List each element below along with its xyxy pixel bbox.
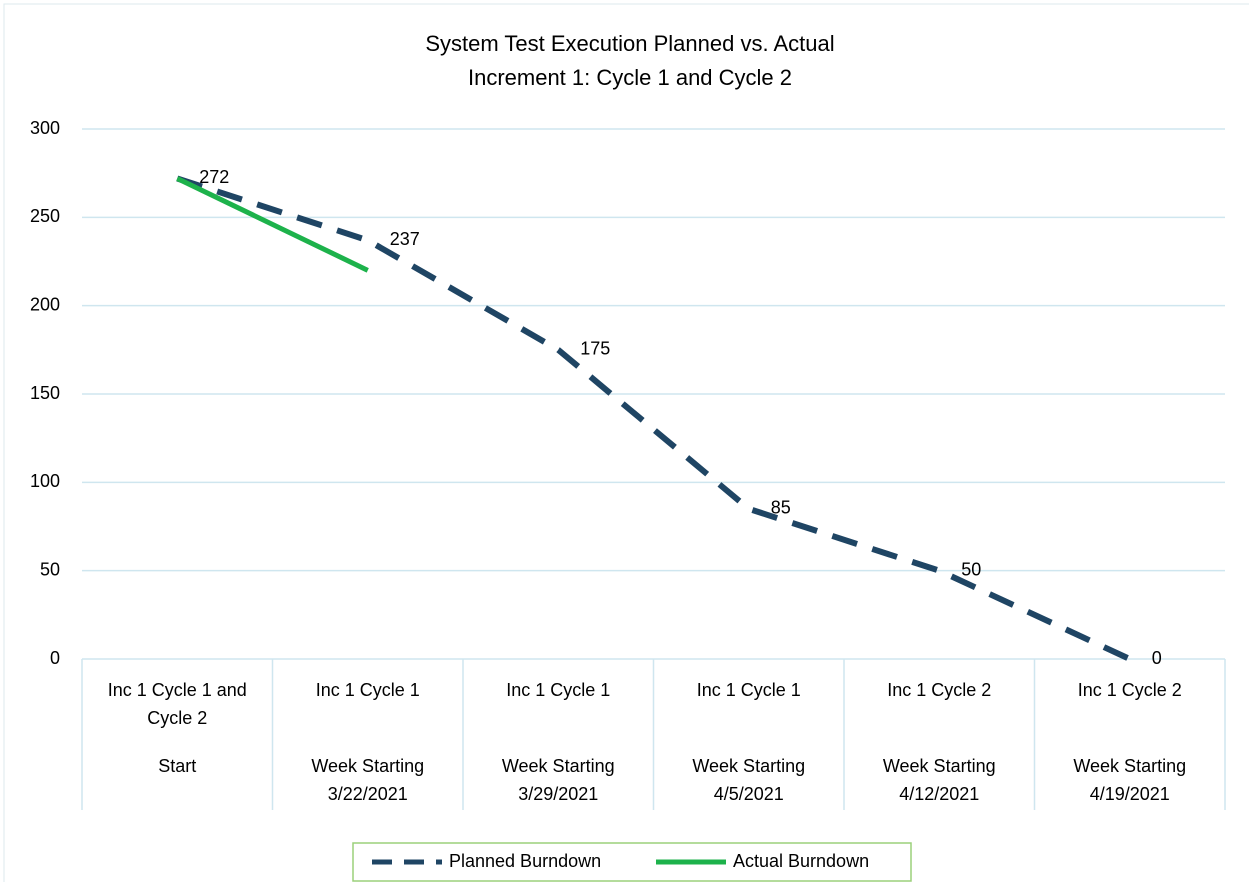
legend-label: Actual Burndown	[733, 851, 869, 871]
chart-title: System Test Execution Planned vs. Actual	[425, 31, 834, 56]
x-tick-sublabel: Week Starting 4/19/2021	[1073, 756, 1187, 804]
data-label: 237	[390, 229, 420, 249]
chart-subtitle: Increment 1: Cycle 1 and Cycle 2	[468, 65, 792, 90]
x-tick-label: Inc 1 Cycle 2	[1077, 680, 1182, 700]
y-tick-label: 100	[30, 471, 60, 491]
x-tick-sublabel: Week Starting 4/5/2021	[692, 756, 806, 804]
data-label: 272	[199, 167, 229, 187]
data-label: 175	[580, 339, 610, 359]
data-label: 85	[771, 498, 791, 518]
legend-box	[352, 842, 912, 882]
y-tick-label: 0	[50, 648, 60, 668]
chart-border	[3, 3, 1249, 882]
data-label: 0	[1152, 648, 1162, 668]
y-tick-label: 200	[30, 294, 60, 314]
y-tick-label: 50	[40, 559, 60, 579]
x-tick-label: Inc 1 Cycle 1	[696, 680, 801, 700]
series-line	[176, 175, 1132, 662]
y-tick-label: 150	[30, 383, 60, 403]
x-tick-sublabel: Week Starting 3/22/2021	[311, 756, 425, 804]
series-line	[176, 176, 369, 273]
x-tick-label: Inc 1 Cycle 1 and Cycle 2	[107, 680, 247, 728]
x-tick-sublabel: Start	[158, 756, 197, 776]
x-tick-label: Inc 1 Cycle 2	[887, 680, 992, 700]
legend-label: Planned Burndown	[449, 851, 601, 871]
x-tick-sublabel: Week Starting 3/29/2021	[501, 756, 615, 804]
y-tick-label: 250	[30, 206, 60, 226]
x-tick-sublabel: Week Starting 4/12/2021	[882, 756, 996, 804]
x-tick-label: Inc 1 Cycle 1	[506, 680, 611, 700]
y-tick-label: 300	[30, 118, 60, 138]
data-label: 50	[961, 559, 981, 579]
x-tick-label: Inc 1 Cycle 1	[315, 680, 420, 700]
